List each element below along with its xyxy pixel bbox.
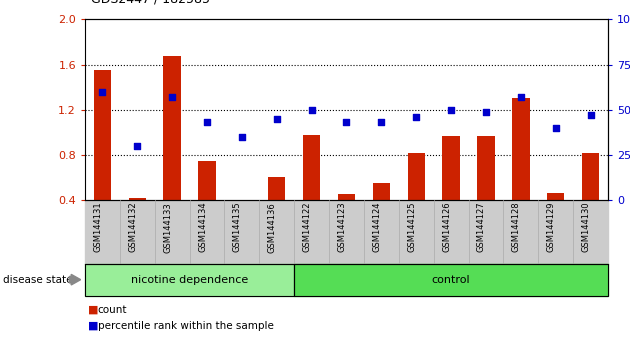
Text: ■: ■ [88, 321, 99, 331]
Bar [129, 198, 146, 245]
Point [237, 134, 247, 139]
Bar [581, 153, 599, 245]
Bar [442, 136, 460, 245]
Bar [94, 70, 111, 245]
Text: GSM144132: GSM144132 [129, 202, 137, 252]
Bar [163, 56, 181, 245]
Bar [198, 160, 215, 245]
Text: GSM144123: GSM144123 [338, 202, 346, 252]
Bar [268, 177, 285, 245]
Text: disease state: disease state [3, 275, 72, 285]
Point [167, 94, 177, 100]
Text: GSM144128: GSM144128 [512, 202, 521, 252]
Bar [373, 183, 390, 245]
Text: count: count [98, 305, 127, 315]
Point [202, 120, 212, 125]
Point [585, 112, 595, 118]
Text: GSM144127: GSM144127 [477, 202, 486, 252]
Text: control: control [432, 275, 471, 285]
Point [341, 120, 352, 125]
Text: GSM144135: GSM144135 [233, 202, 242, 252]
Point [481, 109, 491, 114]
Text: GSM144133: GSM144133 [163, 202, 172, 252]
Text: GSM144134: GSM144134 [198, 202, 207, 252]
Point [446, 107, 456, 113]
Text: GSM144136: GSM144136 [268, 202, 277, 252]
Bar [233, 200, 251, 245]
Bar [547, 193, 564, 245]
Point [551, 125, 561, 131]
Text: GSM144130: GSM144130 [581, 202, 590, 252]
Text: GSM144125: GSM144125 [407, 202, 416, 252]
Text: GSM144122: GSM144122 [302, 202, 312, 252]
Text: nicotine dependence: nicotine dependence [131, 275, 248, 285]
Text: GSM144129: GSM144129 [547, 202, 556, 252]
Bar [477, 136, 495, 245]
Text: ■: ■ [88, 305, 99, 315]
Point [272, 116, 282, 122]
Point [132, 143, 142, 149]
Text: GSM144131: GSM144131 [93, 202, 103, 252]
Point [516, 94, 526, 100]
Text: GSM144124: GSM144124 [372, 202, 381, 252]
Text: percentile rank within the sample: percentile rank within the sample [98, 321, 273, 331]
Bar [512, 98, 529, 245]
Point [307, 107, 317, 113]
Point [411, 114, 421, 120]
Bar [338, 194, 355, 245]
Point [98, 89, 108, 95]
Bar [303, 135, 320, 245]
Text: GDS2447 / 182585: GDS2447 / 182585 [91, 0, 210, 5]
Bar [408, 153, 425, 245]
Text: GSM144126: GSM144126 [442, 202, 451, 252]
Point [376, 120, 386, 125]
